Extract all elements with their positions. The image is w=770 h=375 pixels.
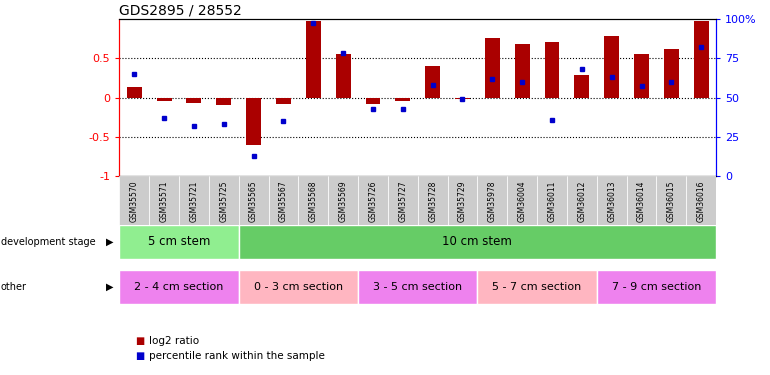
Bar [358, 176, 388, 257]
Bar [477, 176, 507, 257]
Bar [537, 176, 567, 257]
Text: 3 - 5 cm section: 3 - 5 cm section [373, 282, 462, 292]
Bar [119, 270, 239, 304]
Text: ▶: ▶ [106, 282, 114, 292]
Bar [447, 176, 477, 257]
Bar [567, 176, 597, 257]
Bar [574, 75, 589, 98]
Text: GSM36011: GSM36011 [547, 180, 557, 222]
Bar [299, 176, 328, 257]
Text: GSM35978: GSM35978 [488, 180, 497, 222]
Bar [186, 98, 202, 103]
Text: GSM35728: GSM35728 [428, 180, 437, 222]
Bar [395, 98, 410, 102]
Text: 2 - 4 cm section: 2 - 4 cm section [134, 282, 224, 292]
Text: GDS2895 / 28552: GDS2895 / 28552 [119, 4, 242, 18]
Text: 5 cm stem: 5 cm stem [148, 236, 210, 248]
Bar [239, 176, 269, 257]
Bar [209, 176, 239, 257]
Bar [366, 98, 380, 104]
Text: GSM35726: GSM35726 [369, 180, 377, 222]
Bar [634, 54, 649, 98]
Text: ■: ■ [135, 351, 144, 361]
Text: GSM35727: GSM35727 [398, 180, 407, 222]
Bar [156, 98, 172, 102]
Bar [686, 176, 716, 257]
Bar [119, 225, 239, 259]
Bar [239, 225, 716, 259]
Text: GSM35568: GSM35568 [309, 180, 318, 222]
Bar [239, 270, 358, 304]
Bar [388, 176, 417, 257]
Bar [514, 44, 530, 98]
Bar [119, 176, 149, 257]
Text: GSM35721: GSM35721 [189, 180, 199, 222]
Bar [485, 39, 500, 98]
Bar [694, 21, 708, 98]
Bar [127, 87, 142, 98]
Bar [656, 176, 686, 257]
Text: GSM35567: GSM35567 [279, 180, 288, 222]
Bar [216, 98, 231, 105]
Bar [179, 176, 209, 257]
Bar [306, 21, 321, 98]
Bar [597, 270, 716, 304]
Text: 7 - 9 cm section: 7 - 9 cm section [611, 282, 701, 292]
Bar [597, 176, 627, 257]
Text: 0 - 3 cm section: 0 - 3 cm section [254, 282, 343, 292]
Bar [269, 176, 299, 257]
Text: ■: ■ [135, 336, 144, 346]
Bar [358, 270, 477, 304]
Bar [336, 54, 350, 98]
Bar [246, 98, 261, 145]
Bar [149, 176, 179, 257]
Text: GSM35565: GSM35565 [249, 180, 258, 222]
Text: development stage: development stage [1, 237, 95, 247]
Bar [425, 66, 440, 98]
Bar [664, 49, 679, 98]
Bar [276, 98, 291, 104]
Text: GSM35571: GSM35571 [159, 180, 169, 222]
Bar [328, 176, 358, 257]
Bar [455, 98, 470, 99]
Text: GSM35569: GSM35569 [339, 180, 347, 222]
Text: GSM36004: GSM36004 [517, 180, 527, 222]
Bar [544, 42, 560, 98]
Text: log2 ratio: log2 ratio [149, 336, 199, 346]
Text: GSM36013: GSM36013 [608, 180, 616, 222]
Text: GSM36012: GSM36012 [578, 180, 586, 222]
Text: GSM35725: GSM35725 [219, 180, 228, 222]
Text: 5 - 7 cm section: 5 - 7 cm section [493, 282, 581, 292]
Bar [417, 176, 447, 257]
Bar [604, 36, 619, 98]
Text: GSM36016: GSM36016 [697, 180, 705, 222]
Text: GSM35729: GSM35729 [458, 180, 467, 222]
Text: 10 cm stem: 10 cm stem [443, 236, 512, 248]
Text: GSM36014: GSM36014 [637, 180, 646, 222]
Bar [477, 270, 597, 304]
Bar [507, 176, 537, 257]
Text: other: other [1, 282, 27, 292]
Text: GSM35570: GSM35570 [130, 180, 139, 222]
Text: ▶: ▶ [106, 237, 114, 247]
Bar [627, 176, 656, 257]
Text: GSM36015: GSM36015 [667, 180, 676, 222]
Text: percentile rank within the sample: percentile rank within the sample [149, 351, 324, 361]
